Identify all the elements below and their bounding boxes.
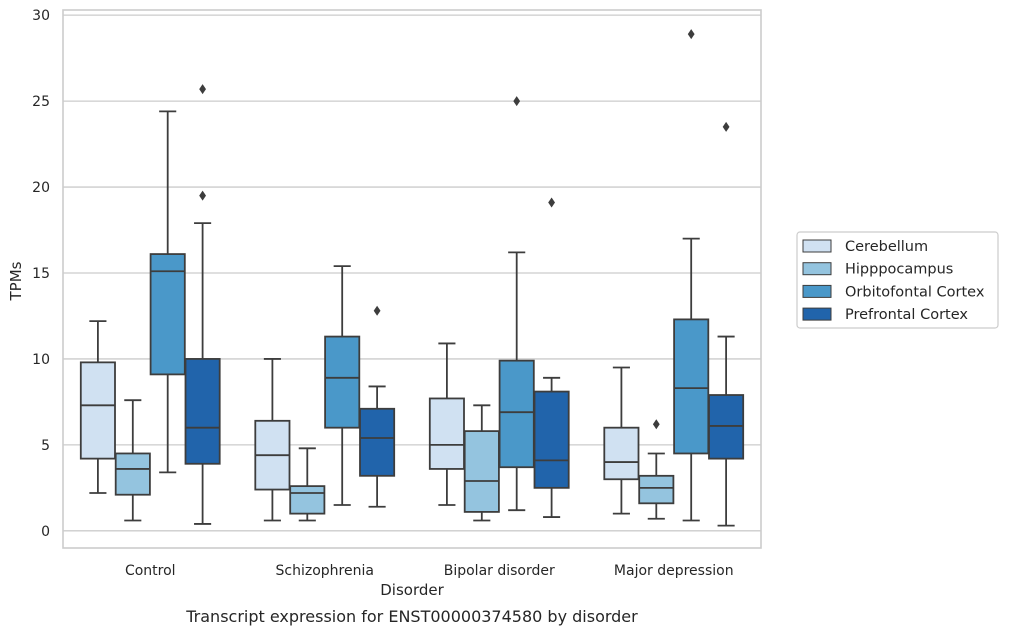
iqr-box <box>79 361 116 460</box>
y-tick-label: 0 <box>41 524 50 540</box>
legend-swatch <box>802 262 832 276</box>
box-hipppocampus <box>289 447 326 522</box>
y-tick-label: 25 <box>32 94 50 110</box>
iqr-box <box>289 485 326 515</box>
box-orbitofontal-cortex <box>673 29 710 522</box>
legend-frame <box>796 231 999 329</box>
box-hipppocampus <box>463 404 500 522</box>
box-hipppocampus <box>114 399 151 522</box>
iqr-box <box>673 318 710 455</box>
x-axis-label: Disorder <box>380 581 444 599</box>
box-orbitofontal-cortex <box>149 110 186 474</box>
iqr-box <box>359 407 396 477</box>
tick-labels: 0 5 10 15 20 25 30 Control Schizophrenia Bipolar … <box>32 8 733 579</box>
legend-label: Hipppocampus <box>845 262 953 278</box>
box-layer <box>79 29 745 527</box>
y-tick-label: 20 <box>32 180 50 196</box>
iqr-box <box>533 390 570 489</box>
legend-swatch <box>802 307 832 321</box>
legend-swatch <box>802 284 832 298</box>
legend: Cerebellum Hipppocampus Orbitofontal Corte… <box>796 231 999 329</box>
legend-swatch <box>802 239 832 253</box>
chart-caption: Transcript expression for ENST0000037458… <box>185 607 638 626</box>
x-tick-label: Major depression <box>614 563 734 579</box>
legend-label: Orbitofontal Cortex <box>845 284 985 300</box>
outlier-point <box>199 84 206 95</box>
outlier-point <box>652 419 660 430</box>
x-tick-label: Control <box>125 563 176 579</box>
outlier-point <box>548 197 555 208</box>
legend-label: Cerebellum <box>845 239 928 255</box>
box-orbitofontal-cortex <box>324 265 361 506</box>
outlier-point <box>722 121 730 132</box>
box-orbitofontal-cortex <box>498 96 535 512</box>
y-axis-label: TPMs <box>7 261 25 301</box>
x-tick-label: Bipolar disorder <box>444 563 555 579</box>
box-cerebellum <box>603 366 640 515</box>
y-tick-label: 30 <box>32 8 50 24</box>
plot-area-frame <box>62 9 762 549</box>
y-tick-label: 15 <box>32 266 50 282</box>
iqr-box <box>324 335 361 429</box>
box-prefrontal-cortex <box>184 84 221 525</box>
box-hipppocampus <box>638 419 675 520</box>
outlier-point <box>373 305 381 316</box>
box-prefrontal-cortex <box>533 197 570 518</box>
iqr-box <box>184 358 221 465</box>
iqr-box <box>149 253 186 376</box>
iqr-box <box>603 426 640 481</box>
box-cerebellum <box>79 320 116 494</box>
box-cerebellum <box>428 342 465 506</box>
iqr-box <box>463 430 500 513</box>
iqr-box <box>114 452 151 496</box>
box-prefrontal-cortex <box>708 121 745 527</box>
x-tick-label: Schizophrenia <box>276 563 374 579</box>
legend-label: Prefrontal Cortex <box>845 307 968 323</box>
outlier-point <box>513 96 521 107</box>
outlier-point <box>687 29 695 40</box>
box-cerebellum <box>254 358 291 522</box>
iqr-box <box>428 397 465 470</box>
y-tick-label: 10 <box>32 352 50 368</box>
iqr-box <box>498 359 535 469</box>
iqr-box <box>638 474 675 505</box>
outlier-point <box>199 190 206 201</box>
box-prefrontal-cortex <box>359 305 396 508</box>
y-tick-label: 5 <box>41 438 50 454</box>
